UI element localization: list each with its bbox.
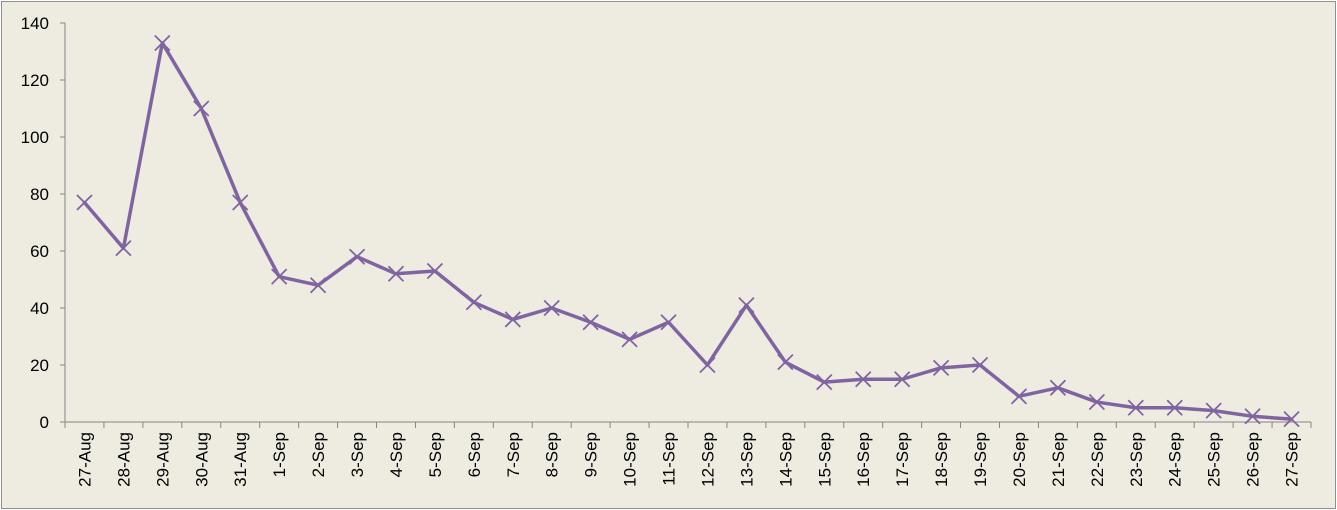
series-line bbox=[82, 41, 1294, 421]
data-point-marker bbox=[1127, 399, 1144, 416]
x-axis-ticks: 27-Aug 28-Aug 29-Aug 30-Aug 31-Aug 1-Sep 2-Sep… bbox=[64, 422, 1312, 487]
x-tick-label: 6-Sep bbox=[465, 432, 484, 477]
x-tick-label: 16-Sep bbox=[854, 432, 873, 487]
x-tick-label: 8-Sep bbox=[543, 432, 562, 477]
data-point-marker bbox=[387, 265, 405, 282]
data-point-marker bbox=[1166, 399, 1183, 416]
data-point-marker bbox=[1010, 388, 1028, 405]
x-tick-label: 29-Aug bbox=[153, 432, 172, 487]
data-point-marker bbox=[738, 297, 755, 314]
x-tick-label: 2-Sep bbox=[309, 432, 328, 477]
y-tick-label: 120 bbox=[21, 71, 49, 90]
x-tick-label: 20-Sep bbox=[1010, 432, 1029, 487]
x-tick-label: 27-Aug bbox=[75, 432, 94, 487]
data-point-marker bbox=[971, 356, 989, 374]
data-point-marker bbox=[76, 194, 93, 211]
data-point-marker bbox=[193, 100, 210, 117]
data-point-marker bbox=[271, 268, 288, 285]
y-tick-label: 140 bbox=[21, 14, 49, 33]
data-point-marker bbox=[1244, 408, 1261, 425]
x-tick-label: 1-Sep bbox=[270, 432, 289, 477]
x-tick-label: 21-Sep bbox=[1049, 432, 1068, 487]
x-tick-label: 11-Sep bbox=[660, 432, 679, 486]
data-point-marker bbox=[1088, 393, 1105, 411]
y-axis-ticks: 0 20 40 60 80 100 120 140 bbox=[21, 14, 65, 432]
data-point-marker bbox=[1283, 411, 1300, 428]
x-tick-label: 18-Sep bbox=[932, 432, 951, 487]
x-tick-label: 9-Sep bbox=[582, 432, 601, 477]
x-tick-label: 7-Sep bbox=[504, 432, 523, 477]
x-tick-label: 30-Aug bbox=[192, 432, 211, 487]
x-tick-label: 27-Sep bbox=[1283, 432, 1302, 487]
x-tick-label: 22-Sep bbox=[1088, 432, 1107, 487]
x-tick-label: 13-Sep bbox=[737, 432, 756, 487]
y-tick-label: 100 bbox=[21, 128, 49, 147]
y-tick-label: 20 bbox=[30, 356, 49, 375]
data-point-marker bbox=[660, 314, 677, 331]
data-point-marker bbox=[621, 331, 638, 348]
data-point-marker bbox=[309, 277, 327, 294]
x-tick-label: 3-Sep bbox=[348, 432, 367, 477]
x-tick-label: 19-Sep bbox=[971, 432, 990, 487]
x-tick-label: 25-Sep bbox=[1205, 432, 1224, 487]
data-point-marker bbox=[932, 359, 950, 376]
x-tick-label: 23-Sep bbox=[1127, 432, 1146, 487]
x-tick-label: 5-Sep bbox=[426, 432, 445, 477]
series-layer bbox=[76, 34, 1300, 428]
x-tick-label: 17-Sep bbox=[893, 432, 912, 487]
x-tick-label: 14-Sep bbox=[776, 432, 795, 487]
data-point-marker bbox=[426, 262, 444, 280]
data-point-marker bbox=[1049, 379, 1067, 396]
x-tick-label: 26-Sep bbox=[1244, 432, 1263, 487]
y-tick-label: 60 bbox=[30, 242, 49, 261]
data-point-marker bbox=[154, 34, 171, 52]
data-point-marker bbox=[777, 354, 794, 371]
data-point-marker bbox=[504, 311, 521, 328]
data-point-marker bbox=[115, 240, 132, 257]
x-tick-label: 12-Sep bbox=[698, 432, 717, 487]
x-tick-label: 4-Sep bbox=[387, 432, 406, 477]
data-point-marker bbox=[543, 299, 560, 317]
x-tick-label: 31-Aug bbox=[231, 432, 250, 487]
data-point-marker bbox=[582, 314, 599, 331]
x-tick-label: 15-Sep bbox=[815, 432, 834, 487]
data-point-marker bbox=[465, 294, 482, 311]
data-point-marker bbox=[855, 371, 872, 388]
data-point-marker bbox=[232, 194, 249, 211]
data-point-marker bbox=[348, 248, 366, 265]
data-point-marker bbox=[1205, 402, 1222, 419]
data-point-marker bbox=[894, 371, 911, 388]
y-tick-label: 80 bbox=[30, 185, 49, 204]
x-tick-label: 24-Sep bbox=[1166, 432, 1185, 487]
x-tick-label: 10-Sep bbox=[621, 432, 640, 487]
y-tick-label: 0 bbox=[40, 413, 49, 432]
data-point-marker bbox=[816, 373, 833, 391]
y-tick-label: 40 bbox=[30, 299, 49, 318]
data-point-marker bbox=[699, 356, 716, 374]
x-tick-label: 28-Aug bbox=[114, 432, 133, 487]
